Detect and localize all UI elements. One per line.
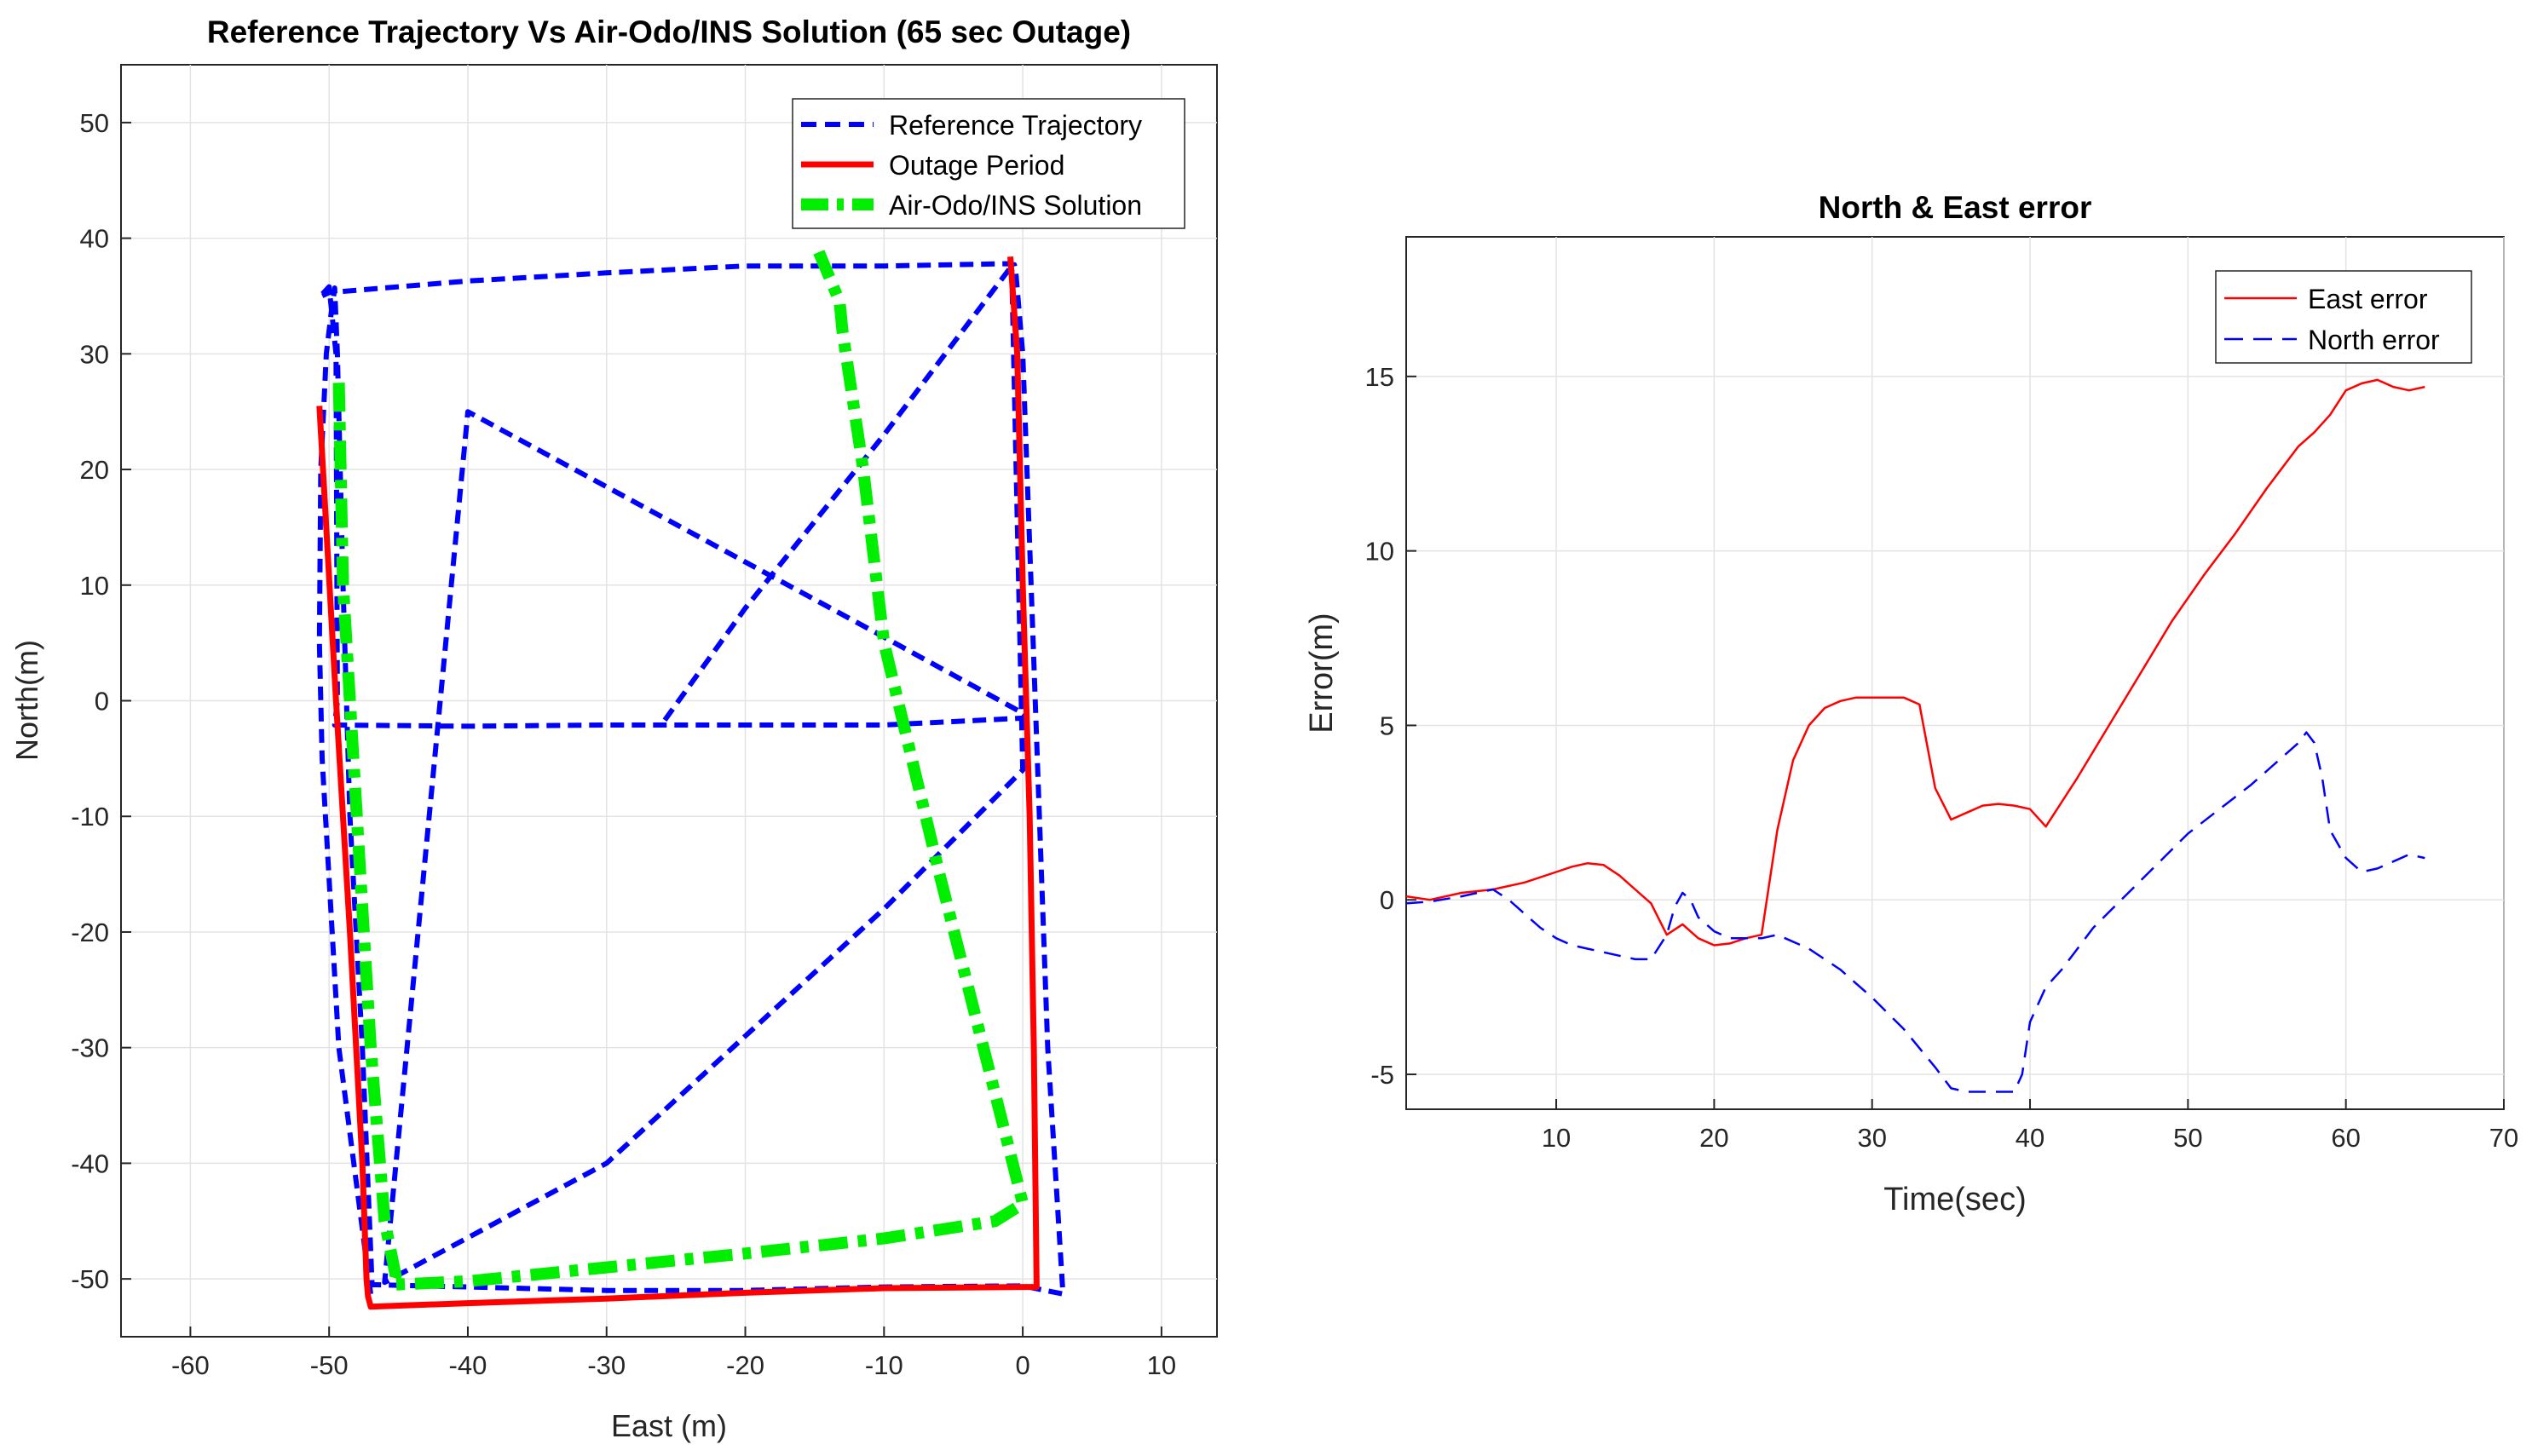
right-ticks: 10 20 30 40 50 60 70 -5 0 5 10 15 bbox=[1365, 362, 2519, 1153]
right-x-tick-label: 10 bbox=[1542, 1123, 1571, 1153]
right-x-tick-label: 30 bbox=[1857, 1123, 1886, 1153]
right-series bbox=[1405, 378, 2425, 1093]
left-x-tick-label: -10 bbox=[865, 1350, 903, 1380]
left-chart-title: Reference Trajectory Vs Air-Odo/INS Solu… bbox=[207, 14, 1131, 49]
right-y-tick-label: 0 bbox=[1380, 885, 1394, 915]
left-y-tick-label: -30 bbox=[71, 1033, 109, 1063]
left-x-tick-label: -30 bbox=[587, 1350, 626, 1380]
right-series-line-north-error bbox=[1405, 731, 2425, 1093]
left-y-tick-label: -40 bbox=[71, 1148, 109, 1178]
right-legend: East error North error bbox=[2215, 270, 2472, 364]
right-chart: 10 20 30 40 50 60 70 -5 0 5 10 15 North & East erro… bbox=[1304, 190, 2518, 1217]
left-y-tick-label: 50 bbox=[80, 108, 109, 138]
left-x-tick-label: 10 bbox=[1147, 1350, 1176, 1380]
left-series-line-air-odo-ins-solution bbox=[332, 250, 1029, 1291]
left-ticks: -60 -50 -40 -30 -20 -10 0 10 -50 -40 -30 -20 -10 0 10 2… bbox=[71, 108, 1176, 1380]
left-y-tick-label: 40 bbox=[80, 224, 109, 254]
left-y-tick-label: -10 bbox=[71, 802, 109, 832]
right-y-tick-label: 10 bbox=[1365, 537, 1394, 567]
left-y-tick-label: 30 bbox=[80, 339, 109, 369]
left-x-tick-label: -20 bbox=[726, 1350, 764, 1380]
left-chart: -60 -50 -40 -30 -20 -10 0 10 -50 -40 -30 -20 -10 0 10 2… bbox=[9, 14, 1218, 1443]
right-legend-box bbox=[2215, 270, 2472, 364]
legend-label-reference: Reference Trajectory bbox=[889, 110, 1142, 141]
legend-label-north: North error bbox=[2308, 325, 2440, 355]
right-x-axis-label: Time(sec) bbox=[1883, 1182, 2026, 1217]
right-chart-title: North & East error bbox=[1819, 190, 2092, 225]
right-y-tick-label: -5 bbox=[1370, 1060, 1394, 1090]
left-y-axis-label: North(m) bbox=[9, 640, 44, 761]
right-x-tick-label: 70 bbox=[2489, 1123, 2518, 1153]
right-y-axis-label: Error(m) bbox=[1304, 613, 1340, 733]
right-grid bbox=[1406, 237, 2505, 1109]
left-series-line-outage-period bbox=[316, 256, 1040, 1310]
left-x-axis-label: East (m) bbox=[611, 1408, 727, 1443]
right-y-tick-label: 15 bbox=[1365, 362, 1394, 392]
left-x-tick-label: 0 bbox=[1015, 1350, 1029, 1380]
legend-label-airodo: Air-Odo/INS Solution bbox=[889, 190, 1142, 221]
left-y-tick-label: -20 bbox=[71, 918, 109, 947]
right-x-tick-label: 60 bbox=[2331, 1123, 2360, 1153]
left-y-tick-label: -50 bbox=[71, 1264, 109, 1294]
left-x-tick-label: -40 bbox=[449, 1350, 487, 1380]
left-y-tick-label: 0 bbox=[95, 687, 109, 716]
right-x-tick-label: 50 bbox=[2173, 1123, 2202, 1153]
left-y-tick-label: 10 bbox=[80, 571, 109, 601]
right-plot-area bbox=[1405, 236, 2505, 1110]
left-series bbox=[316, 250, 1066, 1310]
right-y-tick-label: 5 bbox=[1380, 711, 1394, 740]
left-y-tick-label: 20 bbox=[80, 455, 109, 485]
left-grid bbox=[121, 65, 1217, 1337]
left-x-tick-label: -50 bbox=[310, 1350, 349, 1380]
legend-label-east: East error bbox=[2308, 284, 2428, 314]
right-series-line-east-error bbox=[1405, 378, 2425, 947]
left-x-tick-label: -60 bbox=[171, 1350, 210, 1380]
right-x-tick-label: 40 bbox=[2016, 1123, 2044, 1153]
right-x-tick-label: 20 bbox=[1699, 1123, 1728, 1153]
legend-label-outage: Outage Period bbox=[889, 150, 1064, 181]
left-legend: Reference Trajectory Outage Period Air-O… bbox=[792, 98, 1185, 229]
